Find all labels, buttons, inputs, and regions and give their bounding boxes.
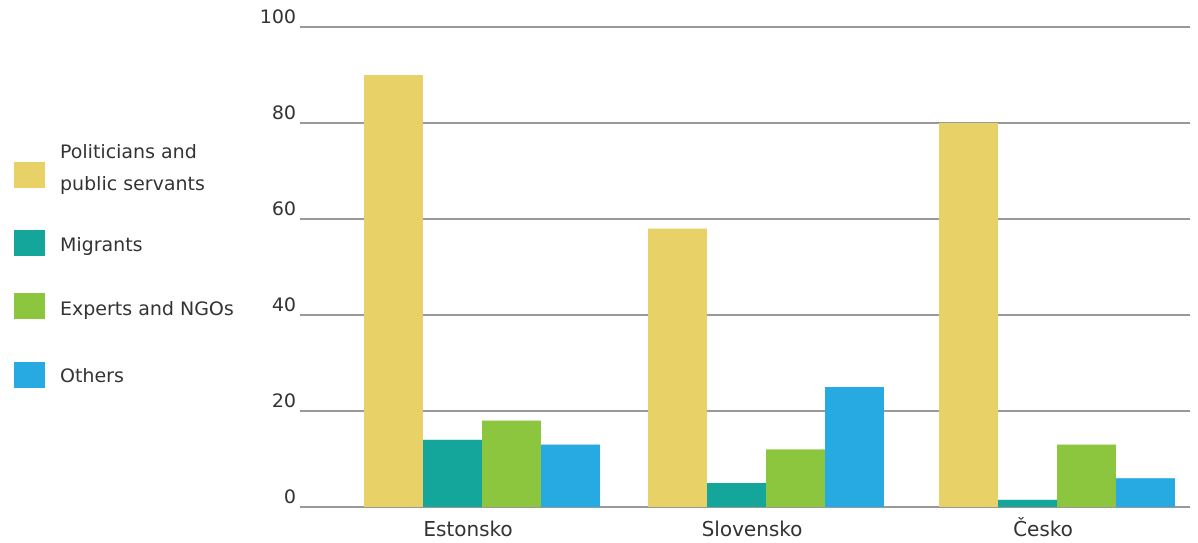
- y-tick-label: 60: [272, 198, 296, 220]
- legend-label: Politicians and: [60, 141, 197, 163]
- bar-slovensko-series-3: [825, 387, 884, 507]
- legend-swatch-1: [14, 230, 45, 256]
- bar-česko-series-2: [1057, 444, 1116, 507]
- bars: [364, 75, 1175, 507]
- bar-estonsko-series-0: [364, 75, 423, 507]
- legend-label: Migrants: [60, 234, 143, 256]
- legend-swatch-2: [14, 293, 45, 319]
- gridlines: [300, 26, 1190, 508]
- y-axis-ticks: 0 20 40 60 80 100: [260, 6, 296, 508]
- bar-estonsko-series-2: [482, 420, 541, 507]
- x-axis-categories: Estonsko Slovensko Česko: [423, 517, 1073, 541]
- legend-label: Experts and NGOs: [60, 298, 234, 320]
- category-label: Česko: [1013, 517, 1073, 541]
- bar-česko-series-0: [939, 123, 998, 507]
- y-tick-label: 0: [284, 486, 296, 508]
- bar-slovensko-series-0: [648, 228, 707, 507]
- legend: Politicians and public servants Migrants Ex…: [14, 141, 234, 388]
- category-label: Estonsko: [423, 517, 512, 541]
- bar-česko-series-3: [1116, 478, 1175, 507]
- bar-slovensko-series-2: [766, 449, 825, 507]
- legend-swatch-0: [14, 162, 45, 188]
- y-tick-label: 20: [272, 390, 296, 412]
- y-tick-label: 40: [272, 294, 296, 316]
- legend-label: Others: [60, 365, 124, 387]
- bar-česko-series-1: [998, 499, 1057, 507]
- y-tick-label: 100: [260, 6, 296, 28]
- category-label: Slovensko: [702, 517, 803, 541]
- bar-estonsko-series-3: [541, 444, 600, 507]
- bar-estonsko-series-1: [423, 439, 482, 507]
- legend-swatch-3: [14, 362, 45, 388]
- bar-slovensko-series-1: [707, 483, 766, 507]
- legend-label: public servants: [60, 173, 205, 195]
- y-tick-label: 80: [272, 102, 296, 124]
